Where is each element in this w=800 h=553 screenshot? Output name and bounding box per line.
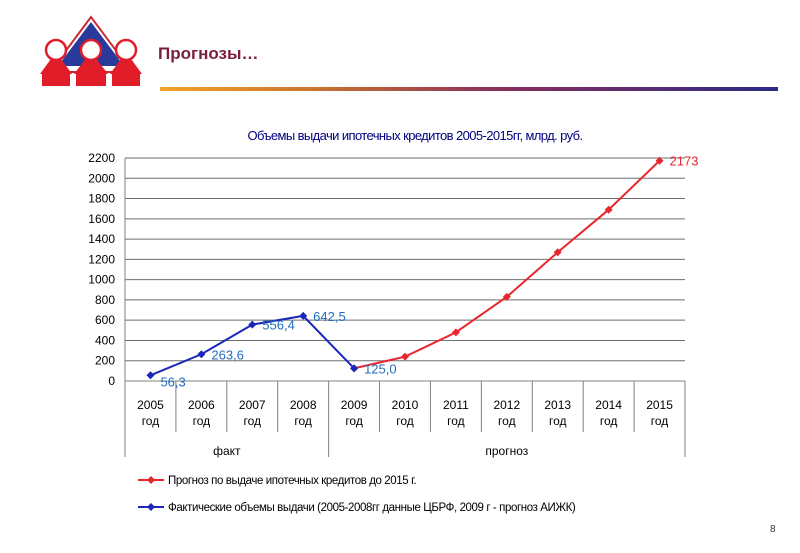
data-point [299, 311, 308, 320]
x-tick-label: год [244, 414, 262, 428]
logo-house-right [110, 52, 142, 86]
legend-marker [147, 476, 155, 484]
x-tick-label: 2010 [392, 398, 419, 412]
data-labels: 56,3 263,6 556,4 642,5 125,0 2173 [160, 154, 698, 390]
data-point [197, 350, 206, 359]
x-tick-label: 2013 [544, 398, 571, 412]
data-point [451, 328, 460, 337]
y-tick-label: 800 [95, 293, 115, 307]
y-axis: 0 200 400 600 800 1000 1200 1400 1600 1800 2000 220… [88, 151, 126, 388]
data-point [146, 371, 155, 380]
y-tick-label: 1600 [88, 212, 115, 226]
data-point [655, 156, 664, 165]
logo-circle-left [44, 38, 68, 62]
x-tick-label: 2007 [239, 398, 266, 412]
data-point [248, 320, 257, 329]
y-tick-label: 600 [95, 313, 115, 327]
page-title: Прогнозы… [158, 44, 259, 63]
x-tick-label: год [294, 414, 312, 428]
x-tick-label: год [600, 414, 618, 428]
page-number: 8 [770, 524, 776, 535]
x-tick-label: год [651, 414, 669, 428]
x-tick-label: 2014 [595, 398, 622, 412]
logo-circle-right [114, 38, 138, 62]
data-point [401, 352, 409, 361]
logo-house-middle [74, 52, 108, 86]
y-tick-label: 2200 [88, 151, 115, 165]
title-divider [160, 87, 778, 91]
y-tick-label: 1200 [88, 252, 115, 266]
data-point [553, 248, 562, 257]
data-point [604, 205, 613, 214]
x-tick-label: год [345, 414, 363, 428]
legend: Прогноз по выдаче ипотечных кредитов до … [138, 475, 576, 514]
legend-label: Прогноз по выдаче ипотечных кредитов до … [168, 475, 416, 487]
x-tick-label: 2008 [290, 398, 317, 412]
chart-title: Объемы выдачи ипотечных кредитов 2005-20… [247, 128, 582, 143]
x-tick-label: 2006 [188, 398, 215, 412]
data-label: 642,5 [313, 309, 346, 324]
x-tick-label: год [396, 414, 414, 428]
legend-marker [147, 503, 155, 511]
series-layer [146, 156, 664, 380]
x-tick-label: 2009 [341, 398, 368, 412]
data-label: 125,0 [364, 361, 397, 376]
x-tick-label: год [498, 414, 516, 428]
legend-label: Фактические объемы выдачи (2005-2008гг д… [168, 502, 576, 514]
data-label: 556,4 [262, 318, 295, 333]
x-tick-label: год [193, 414, 211, 428]
data-label: 263,6 [211, 347, 244, 362]
group-label: прогноз [485, 444, 528, 458]
y-tick-label: 0 [108, 374, 115, 388]
y-tick-label: 2000 [88, 171, 115, 185]
x-tick-label: 2011 [443, 398, 469, 412]
x-axis: 2005 год 2006 год 2007 год 2008 год 2009 год 2010 г… [124, 380, 686, 458]
data-point [502, 292, 511, 301]
x-tick-label: год [549, 414, 567, 428]
x-tick-label: 2015 [646, 398, 673, 412]
y-tick-label: 1800 [88, 192, 115, 206]
y-tick-label: 400 [95, 333, 115, 347]
company-logo [40, 15, 142, 86]
x-tick-label: 2005 [137, 398, 164, 412]
data-point [350, 364, 359, 373]
y-tick-label: 1400 [88, 232, 115, 246]
data-label: 56,3 [160, 374, 185, 389]
x-tick-label: год [142, 414, 160, 428]
gridlines [125, 157, 685, 382]
data-label: 2173 [670, 154, 699, 169]
group-label: факт [213, 444, 241, 458]
x-tick-label: 2012 [493, 398, 520, 412]
logo-house-left [40, 52, 72, 86]
y-tick-label: 200 [95, 354, 115, 368]
series-line [353, 160, 661, 370]
y-tick-label: 1000 [88, 273, 115, 287]
logo-circle-middle [79, 38, 103, 62]
x-tick-label: год [447, 414, 465, 428]
